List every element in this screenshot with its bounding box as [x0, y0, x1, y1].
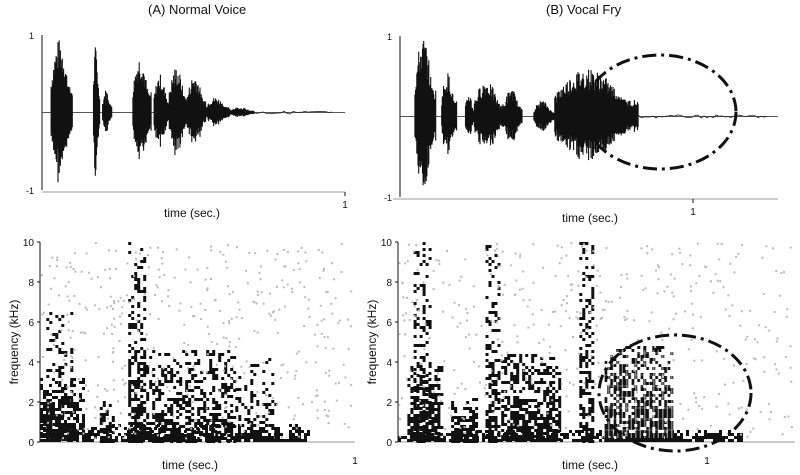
vocal-fry-waveform-ellipse — [582, 53, 738, 171]
y-axis-label: frequency (kHz) — [365, 300, 379, 385]
waveform-burst — [102, 90, 113, 132]
waveform-core — [418, 88, 433, 145]
waveform-core — [567, 99, 626, 134]
waveform-core — [537, 110, 552, 123]
y-tick-label: 2 — [28, 398, 34, 409]
waveform-core — [103, 104, 111, 121]
y-tick-label: 10 — [23, 238, 35, 249]
waveform-burst — [229, 107, 255, 117]
x-tick-label: 1 — [352, 456, 358, 467]
waveform-burst — [503, 91, 523, 141]
x-tick-label: 1 — [342, 200, 348, 211]
waveform-burst — [132, 62, 152, 160]
x-axis-label: time (sec.) — [562, 211, 618, 225]
waveform-burst — [153, 74, 170, 147]
waveform-core — [135, 92, 149, 133]
panel-a-title: (A) Normal Voice — [148, 2, 247, 17]
y-tick-label: -1 — [384, 193, 392, 203]
vocal-fry-spectrogram-ellipse — [597, 333, 753, 453]
panel-b-title: (B) Vocal Fry — [546, 2, 622, 17]
spectrogram-panel-A: 0 2 4 6 8 10 1 frequency (kHz) time (sec.) — [7, 238, 358, 472]
y-tick-label: -1 — [26, 186, 34, 196]
waveform-burst — [473, 84, 505, 146]
waveform-core — [209, 107, 227, 118]
y-axis-label: frequency (kHz) — [7, 300, 21, 385]
waveform-panel-B: -1 1 1 time (sec.) — [384, 32, 778, 225]
y-tick-label: 4 — [386, 358, 392, 369]
y-tick-label: 1 — [387, 32, 392, 42]
x-tick-label: 1 — [704, 456, 710, 467]
waveform-burst — [464, 97, 475, 134]
y-tick-label: 0 — [386, 438, 392, 449]
waveform-burst — [168, 69, 188, 155]
y-tick-label: 0 — [28, 438, 34, 449]
x-tick-label: 1 — [690, 207, 696, 218]
waveform-core — [233, 110, 251, 115]
waveform-core — [506, 106, 520, 127]
waveform-burst — [533, 101, 556, 131]
waveform-core — [443, 101, 455, 132]
spectrogram-cells — [40, 242, 310, 443]
waveform-core — [190, 98, 203, 127]
y-tick-label: 10 — [381, 238, 393, 249]
waveform-core — [466, 108, 474, 125]
spectrogram-speckle — [398, 242, 793, 438]
waveform-core — [478, 103, 500, 130]
y-tick-label: 6 — [28, 318, 34, 329]
waveform-tail — [637, 114, 768, 119]
y-tick-label: 1 — [29, 31, 34, 41]
y-tick-label: 4 — [28, 358, 34, 369]
waveform-core — [171, 96, 185, 129]
y-tick-label: 8 — [28, 278, 34, 289]
spectrogram-cells — [398, 242, 743, 443]
waveform-panel-A: -1 1 1 time (sec.) — [26, 31, 348, 220]
x-axis-label: time (sec.) — [162, 458, 218, 472]
y-tick-label: 2 — [386, 398, 392, 409]
spectrogram-speckle — [40, 242, 353, 440]
waveform-core — [156, 98, 167, 127]
x-axis-label: time (sec.) — [164, 206, 220, 220]
x-axis-label: time (sec.) — [562, 458, 618, 472]
waveform-burst — [92, 47, 101, 176]
spectrogram-panel-B: 0 2 4 6 8 10 1 frequency (kHz) time (sec.) — [365, 238, 795, 472]
waveform-core — [54, 86, 70, 139]
waveform-burst — [414, 41, 437, 186]
waveform-burst — [554, 69, 639, 161]
waveform-burst — [441, 73, 458, 154]
y-tick-label: 8 — [386, 278, 392, 289]
waveform-tail — [253, 110, 333, 115]
waveform-core — [94, 88, 99, 137]
waveform-burst — [50, 40, 73, 183]
waveform-burst — [205, 98, 231, 127]
spectrogram-energy — [40, 242, 310, 443]
spectrogram-energy — [398, 242, 743, 443]
waveform-burst — [186, 80, 207, 143]
y-tick-label: 6 — [386, 318, 392, 329]
